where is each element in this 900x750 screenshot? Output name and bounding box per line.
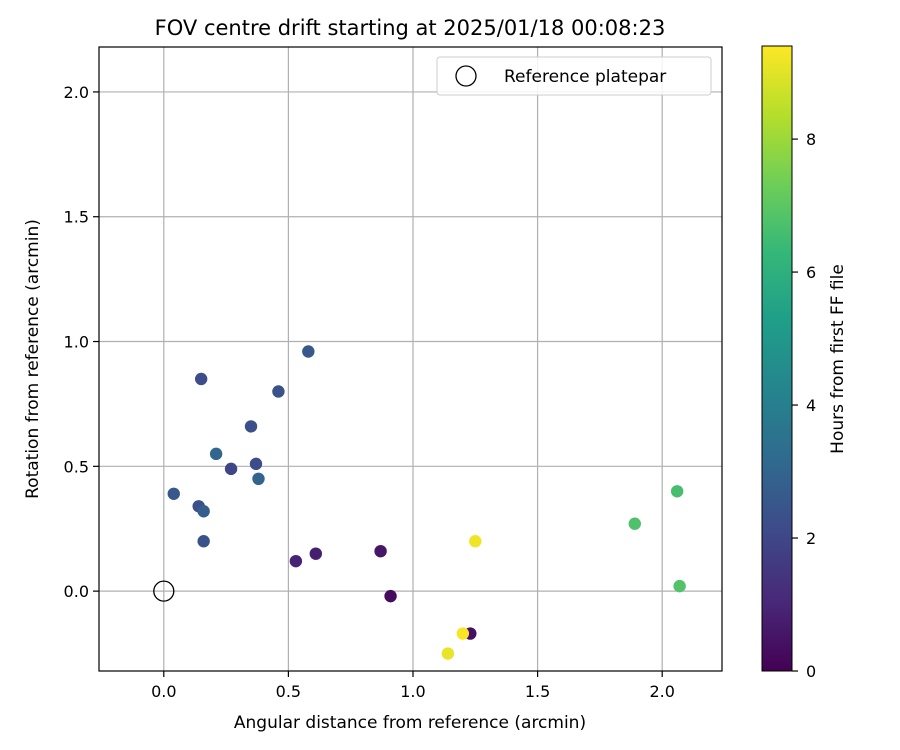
reference-marker-group xyxy=(153,580,175,602)
x-tick-label: 1.5 xyxy=(525,682,550,701)
data-point xyxy=(309,547,323,560)
data-point xyxy=(628,517,641,530)
data-point xyxy=(272,385,285,398)
legend-box xyxy=(436,56,712,96)
y-tick-label: 2.0 xyxy=(64,83,89,102)
data-point xyxy=(249,457,263,471)
y-tick-label: 1.0 xyxy=(64,333,89,352)
data-point xyxy=(197,535,210,548)
colorbar-label: Hours from first FF file xyxy=(828,264,848,454)
data-point xyxy=(302,345,315,358)
data-point xyxy=(289,554,303,568)
y-tick-label: 0.0 xyxy=(64,582,89,601)
grid-lines xyxy=(99,47,722,671)
data-point xyxy=(244,420,258,433)
chart-title: FOV centre drift starting at 2025/01/18 … xyxy=(155,16,666,40)
x-tick-label: 0.0 xyxy=(151,682,176,701)
colorbar-gradient xyxy=(761,45,793,672)
data-point xyxy=(469,535,482,548)
reference-marker xyxy=(153,580,175,602)
data-point xyxy=(252,472,265,486)
data-point xyxy=(384,589,397,603)
colorbar: 0 2 4 6 8 Hours from first FF file xyxy=(761,45,848,681)
data-point xyxy=(197,505,210,518)
y-tick-label: 1.5 xyxy=(64,208,89,227)
plot-frame xyxy=(98,46,723,672)
x-axis-label: Angular distance from reference (arcmin) xyxy=(234,713,586,733)
legend-marker-open-circle xyxy=(455,65,477,87)
y-axis-label: Rotation from reference (arcmin) xyxy=(23,219,43,499)
colorbar-tick-label: 8 xyxy=(806,130,816,149)
data-point xyxy=(670,485,684,498)
y-tick-label: 0.5 xyxy=(64,457,89,476)
y-axis-ticks: 0.0 0.5 1.0 1.5 2.0 xyxy=(64,83,99,601)
colorbar-tick-label: 6 xyxy=(806,263,816,282)
data-point xyxy=(209,447,223,461)
x-tick-label: 2.0 xyxy=(649,682,674,701)
data-point xyxy=(441,647,455,660)
colorbar-tick-label: 0 xyxy=(806,662,816,681)
x-axis-ticks: 0.0 0.5 1.0 1.5 2.0 xyxy=(151,671,675,701)
colorbar-tick-label: 4 xyxy=(806,396,816,415)
data-points xyxy=(167,345,686,660)
data-point xyxy=(224,462,238,476)
x-tick-label: 1.0 xyxy=(400,682,425,701)
data-point xyxy=(194,372,208,386)
data-point xyxy=(673,579,686,593)
data-point xyxy=(456,627,470,640)
x-tick-label: 0.5 xyxy=(276,682,301,701)
legend: Reference platepar xyxy=(436,56,712,96)
colorbar-ticks: 0 2 4 6 8 xyxy=(792,130,816,681)
data-point xyxy=(374,544,387,558)
colorbar-tick-label: 2 xyxy=(806,529,816,548)
data-point xyxy=(167,487,180,500)
legend-label-reference: Reference platepar xyxy=(504,67,666,87)
